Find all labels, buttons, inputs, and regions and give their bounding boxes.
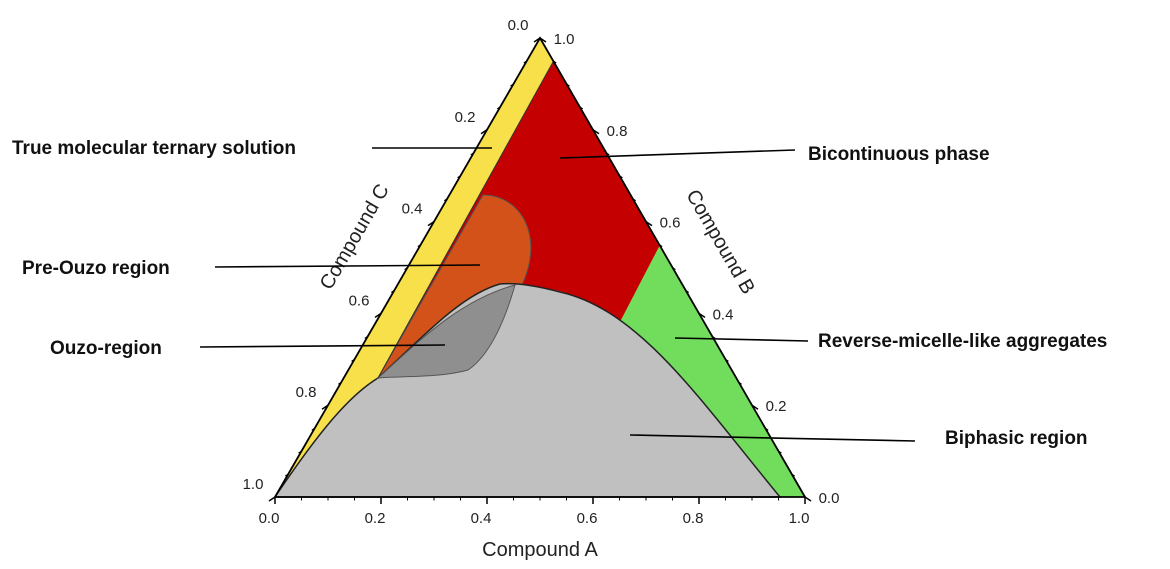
tick-label: 0.0: [259, 510, 280, 527]
tick-mark: [751, 404, 759, 410]
tick-mark: [268, 496, 276, 502]
tick-label: 0.0: [819, 490, 840, 507]
tick-label: 0.4: [713, 306, 734, 323]
leader-line: [674, 337, 809, 342]
tick-mark: [539, 37, 547, 43]
minor-tick: [725, 358, 729, 362]
axis-title-b: Compound B: [681, 186, 758, 298]
tick-label: 0.2: [365, 510, 386, 527]
minor-tick: [579, 106, 584, 110]
tick-label: 1.0: [243, 476, 264, 493]
minor-tick: [298, 450, 302, 454]
minor-tick: [284, 473, 289, 477]
tick-label: 0.4: [471, 510, 492, 527]
minor-tick: [496, 106, 501, 110]
minor-tick: [443, 198, 448, 202]
tick-mark: [374, 312, 382, 319]
tick-mark: [698, 312, 706, 319]
leader-line: [214, 264, 481, 268]
ouzo-region: [376, 284, 516, 379]
tick-label: 0.6: [660, 215, 681, 232]
tick-label: 0.8: [296, 384, 317, 401]
tick-label: 0.8: [607, 123, 628, 140]
leader-line: [559, 149, 796, 159]
minor-tick: [470, 152, 475, 156]
tick-mark: [645, 220, 653, 227]
minor-tick: [672, 267, 676, 270]
region-label: Reverse-micelle-like aggregates: [818, 331, 1107, 352]
tick-mark: [427, 220, 435, 227]
region-label: Pre-Ouzo region: [22, 258, 170, 279]
tick-label: 0.6: [349, 292, 370, 309]
minor-tick: [791, 473, 796, 477]
leader-line: [199, 344, 446, 348]
minor-tick: [619, 175, 623, 179]
axis-title-c: Compound C: [316, 180, 394, 293]
boundary: [377, 61, 554, 379]
tick-label: 0.6: [577, 510, 598, 527]
region-label: True molecular ternary solution: [12, 138, 296, 159]
minor-tick: [351, 358, 355, 362]
region-label: Ouzo-region: [50, 338, 162, 359]
minor-tick: [311, 427, 316, 431]
leader-line: [629, 434, 916, 442]
axis-ticks: 0.0 0.2 0.4 0.6 0.8 1.0 0.0 0.2 0.4 0.6 0.8 1.0 0.0 0…: [243, 17, 840, 527]
minor-tick: [390, 290, 395, 293]
tick-label: 0.8: [683, 510, 704, 527]
tick-mark: [592, 129, 600, 135]
tick-label: 1.0: [789, 510, 810, 527]
minor-tick: [523, 60, 528, 64]
minor-tick: [658, 244, 663, 247]
minor-tick: [552, 60, 557, 64]
minor-tick: [632, 198, 637, 202]
minor-tick: [605, 152, 610, 156]
tick-label: 0.2: [455, 109, 476, 126]
region-label: Bicontinuous phase: [808, 144, 990, 165]
reverse-micelle-region: [620, 245, 805, 497]
minor-tick: [738, 381, 743, 385]
biphasic-region: [273, 282, 782, 498]
tick-label: 1.0: [554, 31, 575, 48]
axis-title-a: Compound A: [482, 539, 598, 561]
minor-tick: [510, 83, 514, 87]
minor-tick: [417, 244, 422, 247]
minor-tick: [337, 381, 342, 385]
tick-mark: [533, 37, 541, 43]
tick-mark: [804, 496, 812, 502]
tick-label: 0.4: [402, 201, 423, 218]
minor-tick: [364, 335, 369, 339]
tick-label: 0.0: [508, 17, 529, 34]
minor-tick: [457, 175, 461, 179]
tick-mark: [480, 129, 488, 135]
tick-label: 0.2: [766, 398, 787, 415]
minor-tick: [566, 83, 570, 87]
region-label: Biphasic region: [945, 428, 1088, 449]
minor-tick: [404, 267, 408, 270]
minor-tick: [764, 427, 769, 431]
minor-tick: [778, 450, 782, 454]
minor-tick: [711, 335, 716, 339]
tick-mark: [321, 404, 329, 410]
minor-tick: [685, 290, 690, 293]
